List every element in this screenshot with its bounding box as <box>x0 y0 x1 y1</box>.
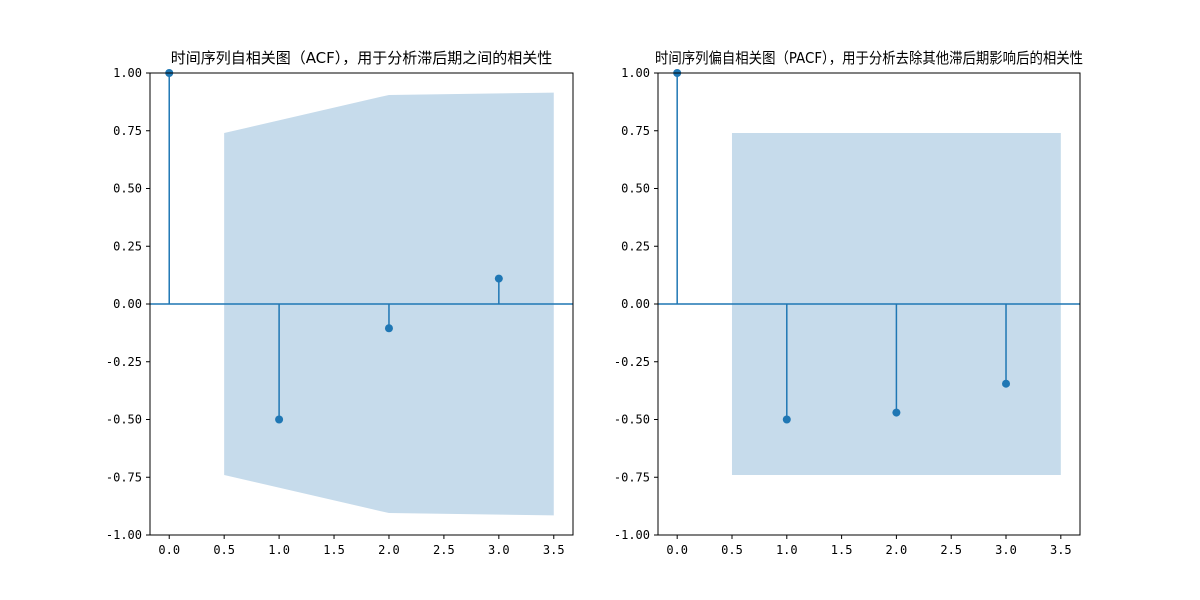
acf-xtick-label: 2.5 <box>433 543 455 557</box>
acf-xtick-label: 0.0 <box>158 543 180 557</box>
acf-ytick-label: 0.75 <box>113 124 142 138</box>
pacf-xtick-label: 3.5 <box>1050 543 1072 557</box>
acf-ytick-label: 0.25 <box>113 239 142 253</box>
pacf-ytick-label: -0.75 <box>614 470 650 484</box>
pacf-xtick-label: 0.0 <box>666 543 688 557</box>
acf-ytick-label: 0.50 <box>113 182 142 196</box>
acf-xtick-label: 1.5 <box>323 543 345 557</box>
acf-point-lag-3 <box>494 274 503 283</box>
acf-point-lag-1 <box>275 415 284 424</box>
pacf-xtick-label: 3.0 <box>995 543 1017 557</box>
acf-chart-title: 时间序列自相关图（ACF），用于分析滞后期之间的相关性 <box>171 49 553 67</box>
acf-ytick-label: -0.25 <box>106 355 142 369</box>
pacf-point-lag-1 <box>782 415 791 424</box>
pacf-ytick-label: -1.00 <box>614 528 650 542</box>
pacf-ytick-label: 0.25 <box>621 239 650 253</box>
acf-point-lag-2 <box>384 324 393 333</box>
pacf-ytick-label: 0.50 <box>621 182 650 196</box>
acf-ytick-label: 0.00 <box>113 297 142 311</box>
acf-ytick-label: -0.50 <box>106 413 142 427</box>
pacf-ytick-label: -0.25 <box>614 355 650 369</box>
pacf-chart: 0.0 0.5 1.0 1.5 2.0 2.5 3.0 3.5 1.00 0.75 0.50 0.25… <box>614 49 1083 557</box>
pacf-point-lag-2 <box>892 408 901 417</box>
acf-xtick-label: 3.0 <box>488 543 510 557</box>
pacf-xtick-label: 2.0 <box>886 543 908 557</box>
acf-xtick-label: 0.5 <box>213 543 235 557</box>
acf-chart: 0.0 0.5 1.0 1.5 2.0 2.5 3.0 3.5 1.00 0.75 0.50 0.25… <box>106 49 574 557</box>
acf-ytick-label: -1.00 <box>106 528 142 542</box>
pacf-point-lag-3 <box>1002 379 1011 388</box>
pacf-ytick-label: 0.00 <box>621 297 650 311</box>
pacf-xtick-label: 0.5 <box>721 543 743 557</box>
acf-xtick-label: 2.0 <box>378 543 400 557</box>
pacf-ytick-label: -0.50 <box>614 413 650 427</box>
acf-xtick-label: 3.5 <box>543 543 565 557</box>
pacf-xtick-label: 1.0 <box>776 543 798 557</box>
pacf-ytick-label: 0.75 <box>621 124 650 138</box>
pacf-chart-title: 时间序列偏自相关图（PACF），用于分析去除其他滞后期影响后的相关性 <box>655 49 1083 67</box>
pacf-ytick-label: 1.00 <box>621 66 650 80</box>
pacf-xtick-label: 1.5 <box>831 543 853 557</box>
acf-ytick-label: 1.00 <box>113 66 142 80</box>
pacf-xtick-label: 2.5 <box>940 543 962 557</box>
acf-xtick-label: 1.0 <box>268 543 290 557</box>
acf-ytick-label: -0.75 <box>106 470 142 484</box>
